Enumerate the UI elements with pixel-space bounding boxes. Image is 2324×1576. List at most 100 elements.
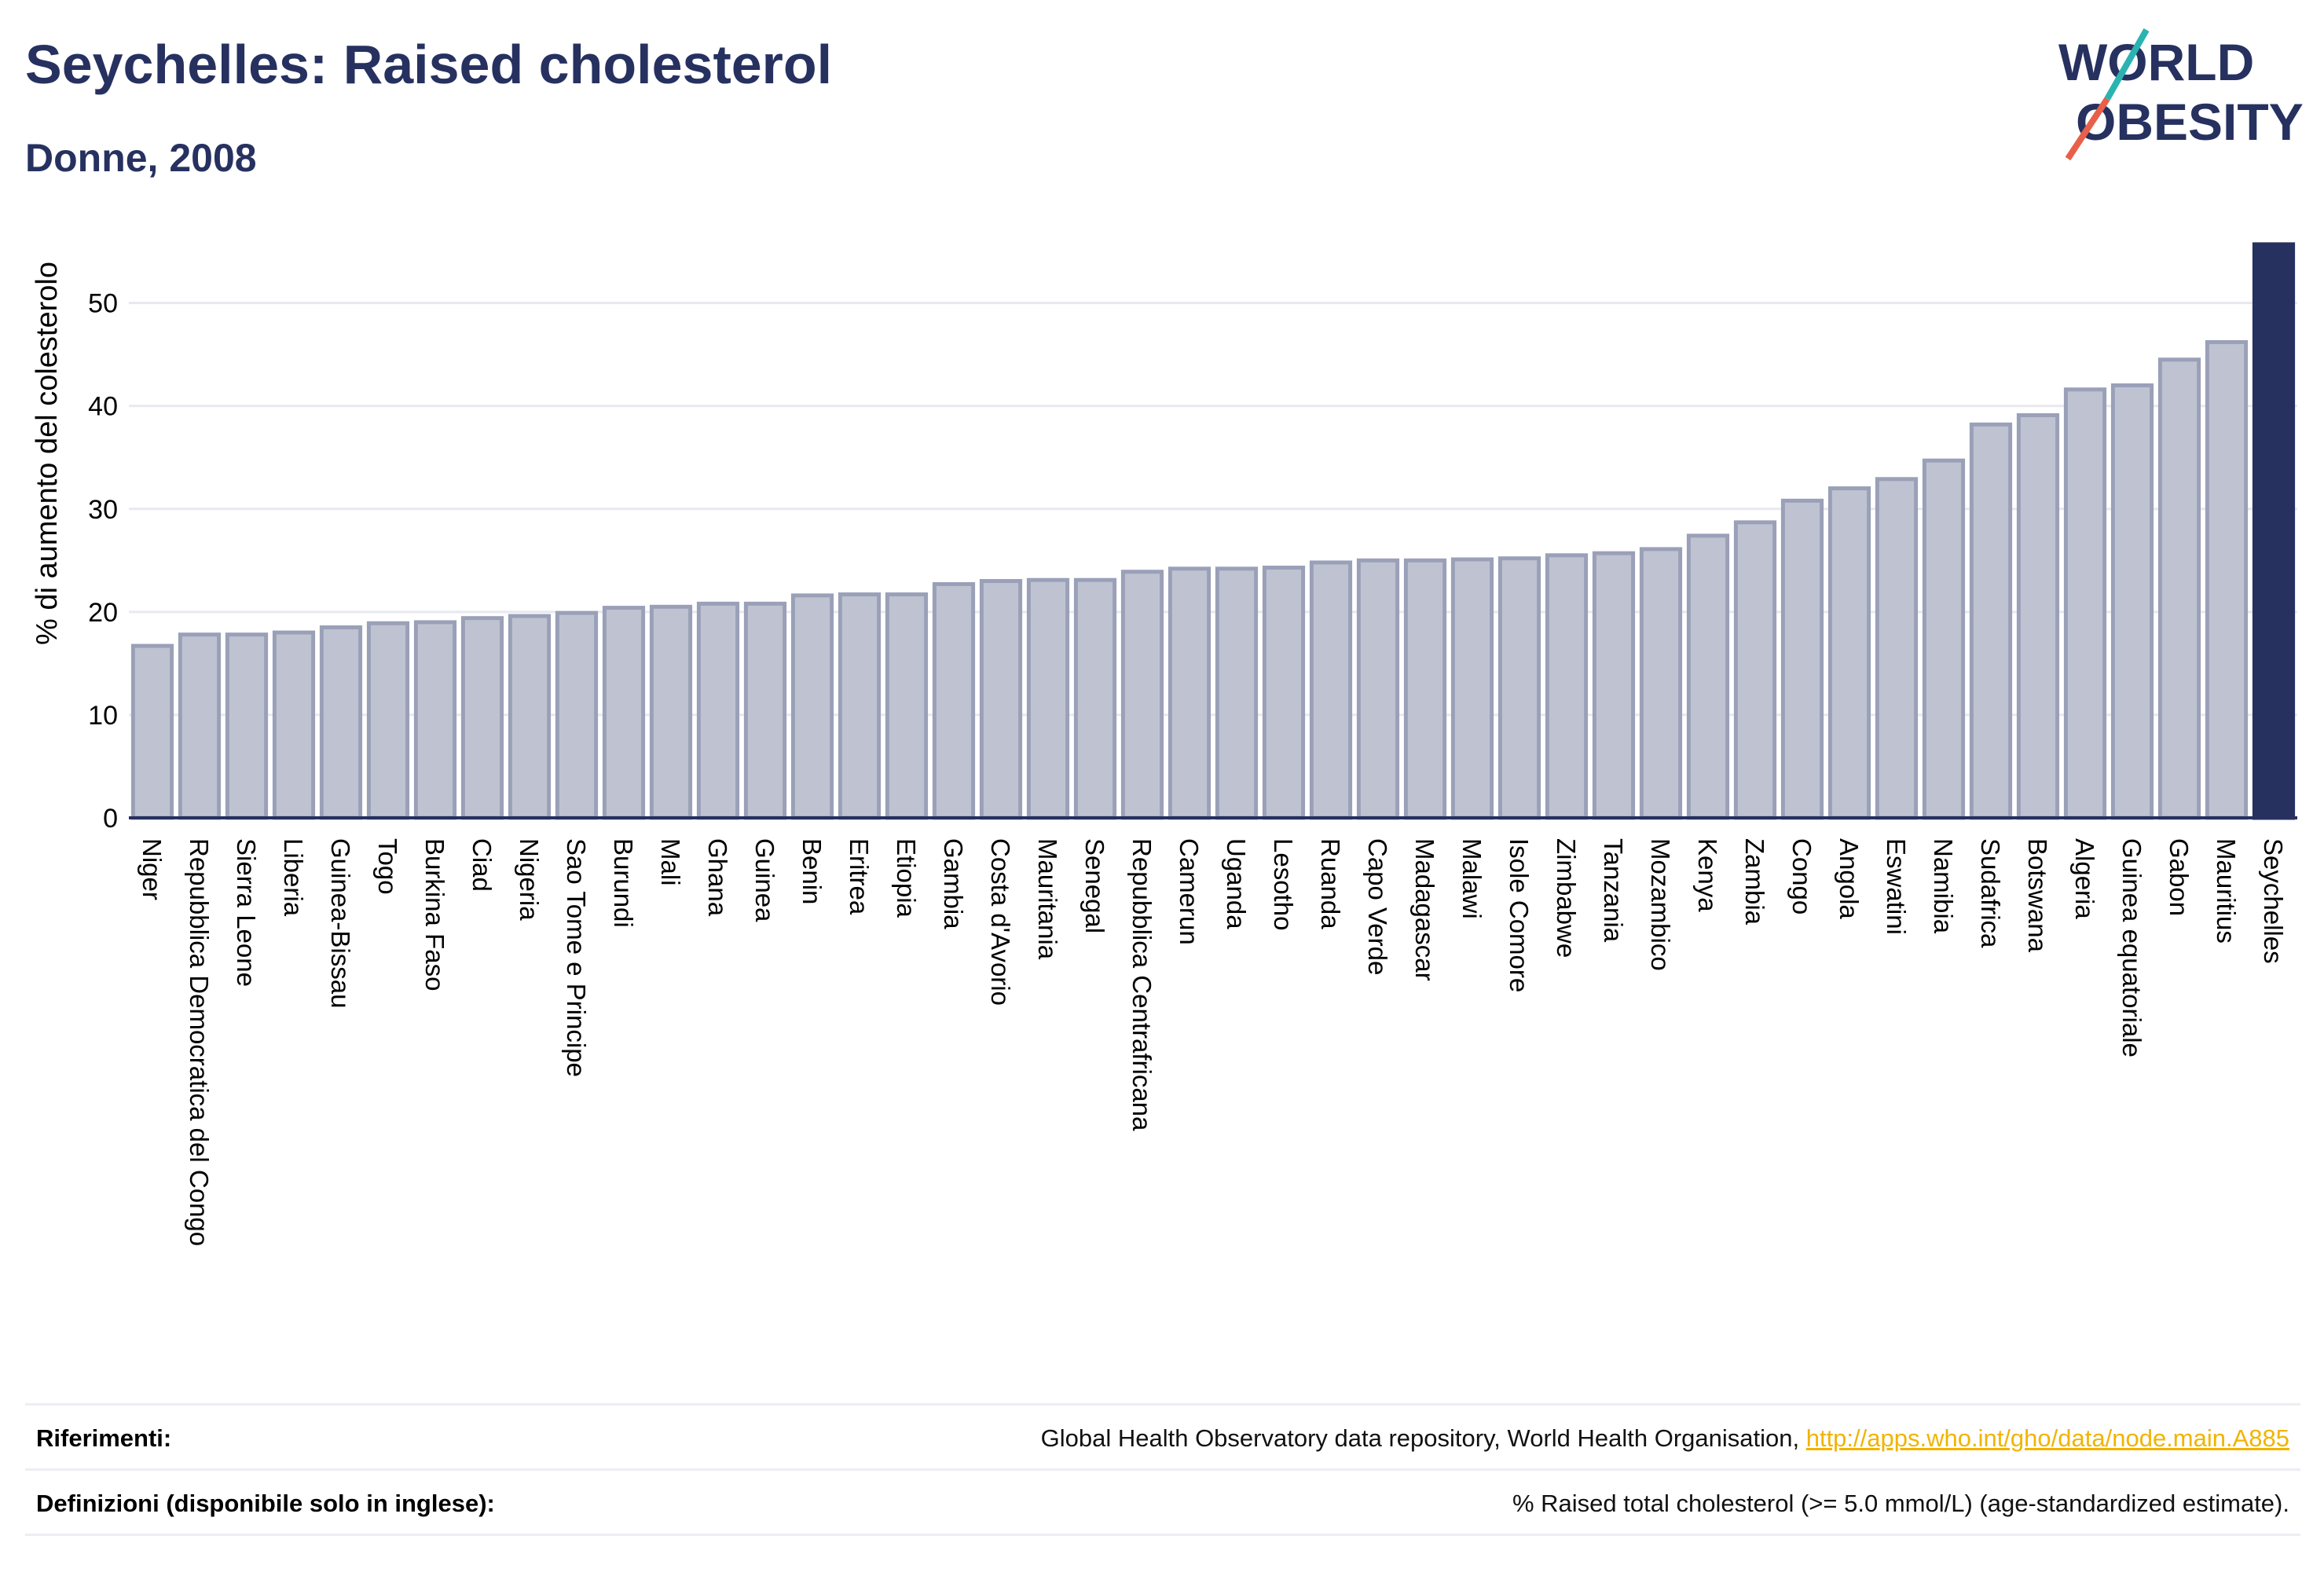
y-tick-label: 40 — [88, 392, 118, 422]
y-axis-label: % di aumento del colesterolo — [31, 262, 64, 645]
bar — [413, 620, 457, 820]
bar — [2205, 339, 2249, 820]
bar — [1686, 533, 1730, 820]
x-tick-label: Senegal — [1080, 838, 1109, 933]
x-tick-label: Guinea — [750, 838, 779, 922]
definitions-divider — [25, 1534, 2300, 1536]
bar — [649, 604, 693, 820]
x-tick-label: Mauritius — [2212, 838, 2241, 944]
x-tick-label: Mauritania — [1033, 838, 1062, 960]
bar — [1922, 458, 1966, 820]
bar — [885, 592, 929, 820]
bar — [696, 601, 740, 820]
definitions-label: Definizioni (disponibile solo in inglese… — [36, 1490, 495, 1517]
x-tick-label: Isole Comore — [1505, 838, 1534, 992]
references-link[interactable]: http://apps.who.int/gho/data/node.main.A… — [1805, 1424, 2289, 1452]
x-tick-label: Malawi — [1457, 838, 1486, 919]
references-label: Riferimenti: — [36, 1424, 172, 1452]
logo-line2: OBESITY — [2076, 93, 2304, 151]
x-tick-label: Sudafrica — [1976, 838, 2005, 948]
x-tick-label: Burkina Faso — [420, 838, 449, 991]
bar — [1450, 557, 1494, 820]
x-tick-label: Camerun — [1175, 838, 1204, 945]
x-tick-label: Ciad — [467, 838, 497, 892]
chart-title: Seychelles: Raised cholesterol — [25, 34, 833, 95]
references-divider — [25, 1468, 2300, 1471]
world-obesity-logo: WORLD OBESITY — [2058, 28, 2304, 161]
y-tick-label: 30 — [88, 495, 118, 525]
x-tick-label: Capo Verde — [1363, 838, 1392, 975]
x-tick-label: Benin — [797, 838, 827, 904]
bar — [272, 630, 316, 820]
bar — [602, 606, 646, 820]
y-tick-labels: 0 10 20 30 40 50 — [88, 289, 118, 834]
bar — [1215, 566, 1259, 820]
x-tick-label: Sao Tome e Principe — [562, 838, 591, 1077]
references-panel: Riferimenti: Global Health Observatory d… — [25, 1403, 2300, 1538]
x-tick-label: Kenya — [1693, 838, 1722, 912]
bar — [178, 632, 222, 820]
bar — [838, 592, 882, 820]
bar — [932, 581, 976, 820]
x-tick-label: Guinea-Bissau — [326, 838, 355, 1008]
x-tick-label: Namibia — [1929, 838, 1958, 934]
x-tick-label: Mozambico — [1646, 838, 1675, 971]
bar — [1073, 577, 1117, 820]
bar — [1120, 570, 1164, 820]
bar — [2016, 413, 2060, 820]
x-tick-label: Niger — [137, 838, 167, 900]
bar — [1545, 553, 1589, 820]
references-value: Global Health Observatory data repositor… — [1041, 1424, 2289, 1453]
x-tick-label: Repubblica Democratica del Congo — [185, 838, 214, 1246]
x-tick-label: Mali — [656, 838, 685, 886]
bar — [1497, 556, 1541, 820]
references-row: Riferimenti: Global Health Observatory d… — [25, 1406, 2300, 1468]
x-tick-label: Sierra Leone — [232, 838, 261, 987]
bar — [130, 643, 174, 820]
x-tick-label: Congo — [1787, 838, 1816, 914]
x-tick-label: Togo — [373, 838, 402, 895]
bar — [1827, 486, 1871, 820]
bar — [508, 614, 552, 820]
x-tick-label: Madagascar — [1410, 838, 1439, 981]
x-tick-label: Etiopia — [892, 838, 921, 918]
bar — [1403, 558, 1447, 820]
x-tick-label: Tanzania — [1599, 838, 1628, 943]
x-tick-label: Nigeria — [515, 838, 544, 921]
bar — [790, 593, 834, 820]
bar — [1733, 520, 1777, 820]
bar — [1309, 560, 1353, 820]
definitions-value: % Raised total cholesterol (>= 5.0 mmol/… — [1512, 1490, 2289, 1517]
definitions-row: Definizioni (disponibile solo in inglese… — [25, 1471, 2300, 1534]
x-tick-label: Seychelles — [2259, 838, 2288, 964]
chart-subtitle: Donne, 2008 — [25, 136, 257, 180]
x-tick-label: Burundi — [609, 838, 638, 928]
bar — [1780, 498, 1824, 820]
bar — [1639, 547, 1683, 820]
bar — [460, 616, 504, 820]
y-tick-label: 50 — [88, 289, 118, 319]
x-tick-label: Angola — [1835, 838, 1864, 919]
x-tick-label: Algeria — [2070, 838, 2099, 919]
x-tick-label: Costa d'Avorio — [986, 838, 1015, 1006]
x-tick-label: Eritrea — [845, 838, 874, 915]
bar — [1969, 422, 2013, 820]
y-tick-label: 10 — [88, 701, 118, 731]
bar — [1592, 551, 1636, 820]
bar — [1356, 558, 1400, 820]
x-tick-label: Ruanda — [1316, 838, 1345, 929]
x-tick-label: Ghana — [703, 838, 732, 917]
bar — [2252, 242, 2296, 820]
x-tick-label: Zambia — [1740, 838, 1769, 925]
x-tick-label: Repubblica Centrafricana — [1127, 838, 1157, 1131]
bar-chart: 0 10 20 30 40 50 Niger Repubblica Democratica … — [31, 242, 2297, 1246]
x-tick-label: Lesotho — [1269, 838, 1298, 930]
bar — [2110, 383, 2154, 820]
bar — [1875, 477, 1919, 820]
bar — [225, 632, 269, 820]
bar — [979, 579, 1023, 820]
x-tick-label: Gabon — [2165, 838, 2194, 916]
x-tick-label: Zimbabwe — [1552, 838, 1581, 958]
x-tick-label: Botswana — [2023, 838, 2052, 953]
x-tick-labels: Niger Repubblica Democratica del Congo Sie… — [137, 838, 2288, 1246]
